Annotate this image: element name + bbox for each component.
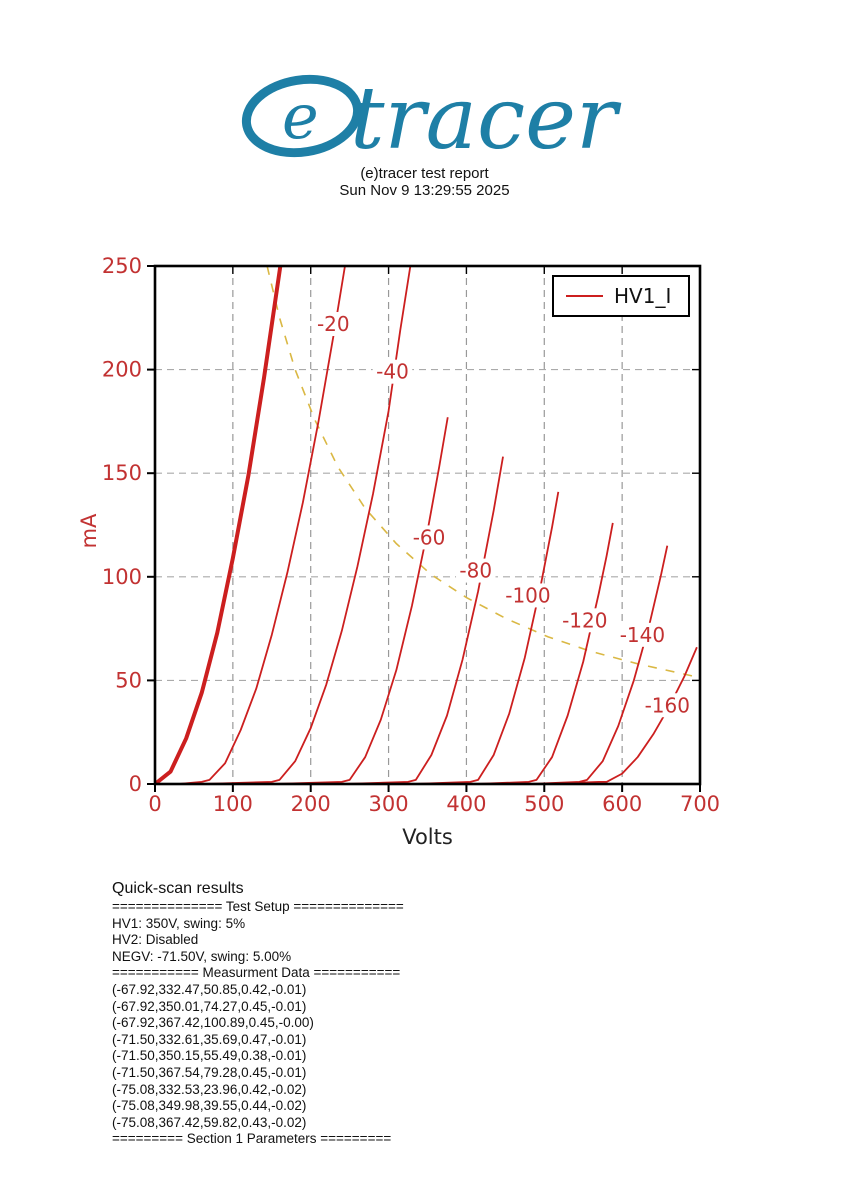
logo-e-letter: e xyxy=(282,80,319,153)
results-title: Quick-scan results xyxy=(112,880,244,897)
curve-label-mask xyxy=(617,622,668,647)
plot-frame xyxy=(153,264,702,786)
iv-curve-chart: -20 -40 -60 -80 -100 -120 -140 -160 0 100 200 300 40… xyxy=(77,254,720,849)
legend-label: HV1_I xyxy=(614,284,671,308)
result-line-separator: ========= Section 1 Parameters ========= xyxy=(112,1131,392,1147)
curve-label: -120 xyxy=(562,608,607,632)
x-axis-label: Volts xyxy=(402,825,453,849)
curve-grid--80V xyxy=(341,456,504,784)
y-tick-label: 100 xyxy=(102,565,142,589)
curve-label: -60 xyxy=(413,525,446,549)
curve-label: -160 xyxy=(645,693,690,717)
curve-grid--60V xyxy=(271,417,449,784)
curve-label-mask xyxy=(409,525,449,550)
y-tick-label: 150 xyxy=(102,461,142,485)
measurement-row: (-67.92,332.47,50.85,0.42,-0.01) xyxy=(112,981,307,997)
x-tick-label: 0 xyxy=(148,792,161,816)
result-line-negv: NEGV: -71.50V, swing: 5.00% xyxy=(112,948,292,964)
report-title: (e)tracer test report xyxy=(360,165,489,182)
dissipation-limit-curve xyxy=(266,266,694,678)
y-tick-label: 50 xyxy=(115,668,142,692)
y-tick-label: 250 xyxy=(102,254,142,278)
curve-label-mask xyxy=(559,608,610,633)
result-line-separator: ============== Test Setup ============== xyxy=(112,899,404,914)
measurement-row: (-71.50,350.15,55.49,0.38,-0.01) xyxy=(112,1048,307,1064)
curve-grid--100V xyxy=(411,491,560,784)
x-tick-label: 200 xyxy=(291,792,331,816)
curve-label: -100 xyxy=(505,583,550,607)
report-timestamp: Sun Nov 9 13:29:55 2025 xyxy=(339,182,510,199)
measurement-row: (-75.08,332.53,23.96,0.42,-0.02) xyxy=(112,1081,307,1097)
x-tick-label: 300 xyxy=(369,792,409,816)
curve-grid--20V xyxy=(178,266,346,784)
curve-label-mask xyxy=(456,558,496,583)
curve-grid--160V xyxy=(544,646,698,784)
curve-label-mask xyxy=(502,583,553,608)
etracer-logo: e tracer xyxy=(241,69,622,164)
x-tick-label: 500 xyxy=(524,792,564,816)
curve-label-mask xyxy=(642,693,693,718)
curve-label-mask xyxy=(372,359,413,384)
results-block: Quick-scan results ============== Test S… xyxy=(112,879,732,1148)
x-tick-label: 100 xyxy=(213,792,253,816)
x-tick-label: 400 xyxy=(446,792,486,816)
logo-e-icon: e xyxy=(241,74,363,158)
measurement-row: (-67.92,350.01,74.27,0.45,-0.01) xyxy=(112,998,307,1014)
curve-label: -40 xyxy=(376,360,409,384)
logo-word: tracer xyxy=(350,69,622,164)
curve-grid--120V xyxy=(474,522,614,784)
y-tick-label: 200 xyxy=(102,358,142,382)
curve-label: -20 xyxy=(317,312,350,336)
y-axis-label: mA xyxy=(77,513,101,548)
x-tick-label: 600 xyxy=(602,792,642,816)
measurement-row: (-67.92,367.42,100.89,0.45,-0.00) xyxy=(112,1015,314,1031)
y-tick-label: 0 xyxy=(129,772,142,796)
curve-label: -140 xyxy=(620,623,665,647)
curve-grid-0V xyxy=(155,266,283,784)
measurement-row: (-71.50,332.61,35.69,0.47,-0.01) xyxy=(112,1031,307,1047)
result-line-separator: =========== Measurment Data =========== xyxy=(112,965,401,981)
curve-label-mask xyxy=(313,312,354,337)
logo-ellipse-icon xyxy=(241,74,363,158)
x-tick-label: 700 xyxy=(680,792,720,816)
measurement-row: (-71.50,367.54,79.28,0.45,-0.01) xyxy=(112,1064,307,1080)
curve-label: -80 xyxy=(459,559,492,583)
result-line-hv1: HV1: 350V, swing: 5% xyxy=(112,915,246,931)
measurement-row: (-75.08,349.98,39.55,0.44,-0.02) xyxy=(112,1098,307,1114)
result-line-hv2: HV2: Disabled xyxy=(112,932,199,948)
curve-grid--140V xyxy=(528,545,669,784)
curve-grid--40V xyxy=(201,266,412,784)
measurement-row: (-75.08,367.42,59.82,0.43,-0.02) xyxy=(112,1114,307,1130)
